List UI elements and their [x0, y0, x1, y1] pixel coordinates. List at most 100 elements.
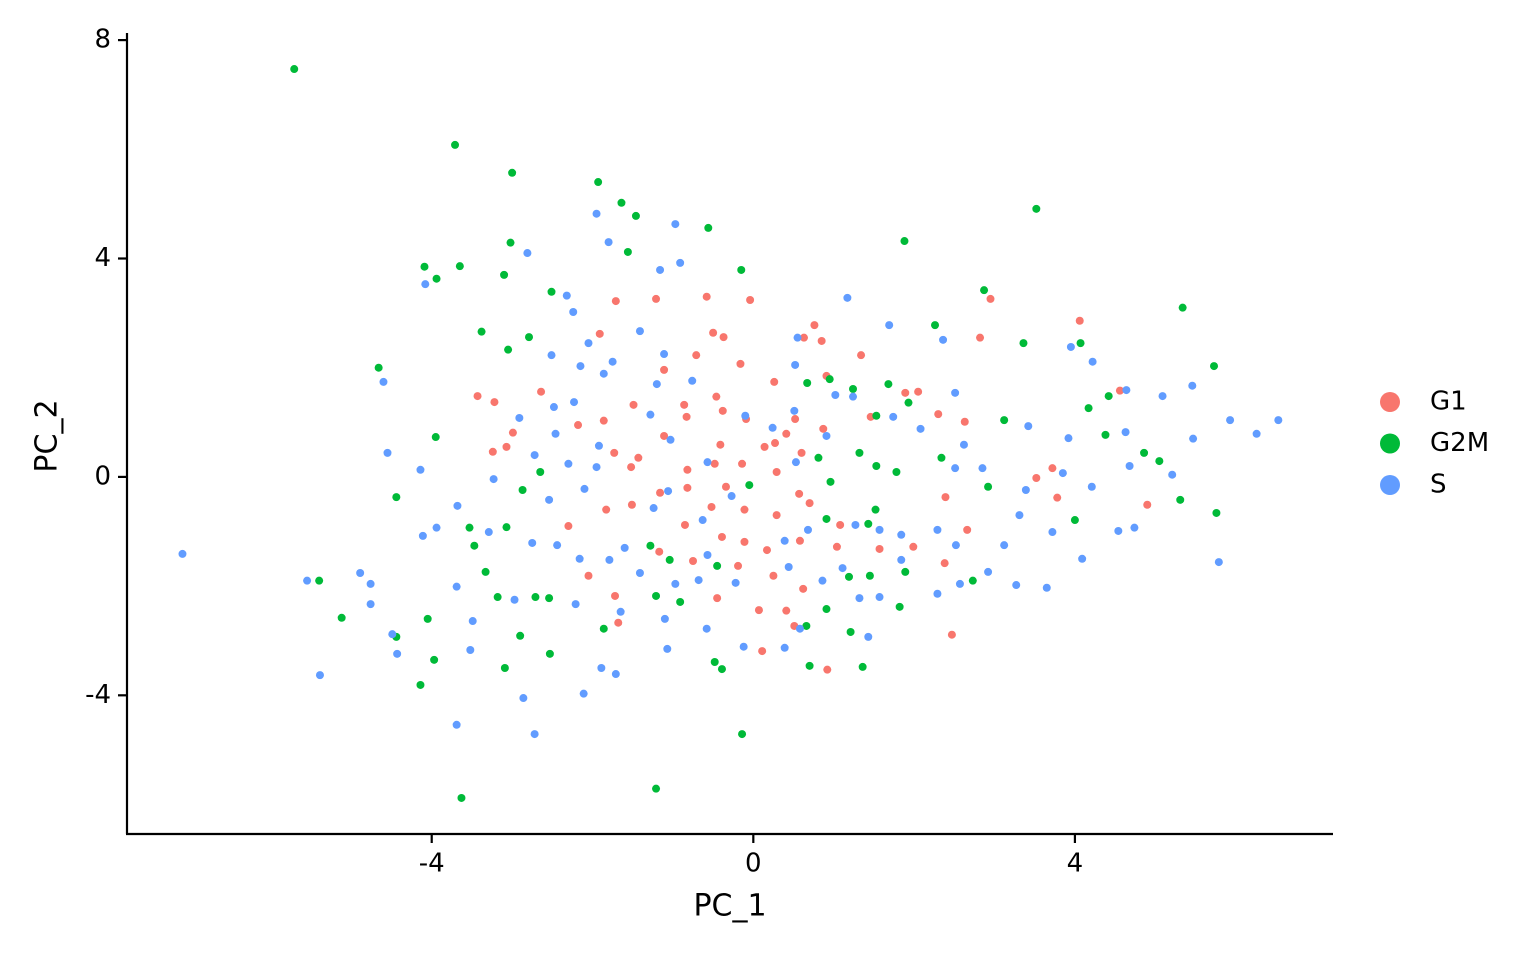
- point: [703, 550, 712, 559]
- point: [1058, 469, 1067, 478]
- point: [416, 465, 425, 474]
- point: [710, 658, 719, 667]
- point: [760, 442, 769, 451]
- point: [865, 571, 874, 580]
- point: [608, 357, 617, 366]
- point: [660, 431, 669, 440]
- point: [688, 376, 697, 385]
- point: [872, 461, 881, 470]
- point: [875, 544, 884, 553]
- point: [831, 391, 840, 400]
- point: [741, 411, 750, 420]
- point: [564, 522, 573, 531]
- point: [1210, 362, 1219, 371]
- point: [337, 613, 346, 622]
- point: [980, 286, 989, 295]
- point: [629, 400, 638, 409]
- point: [432, 274, 441, 283]
- point: [897, 530, 906, 539]
- point: [771, 439, 780, 448]
- point: [707, 502, 716, 511]
- point: [1155, 457, 1164, 466]
- point: [500, 664, 509, 673]
- point: [712, 392, 721, 401]
- point: [604, 238, 613, 247]
- point: [940, 559, 949, 568]
- point: [627, 463, 636, 472]
- point: [418, 531, 427, 540]
- point: [451, 140, 460, 149]
- point: [1024, 422, 1033, 431]
- point: [652, 784, 661, 793]
- point: [844, 572, 853, 581]
- point: [731, 578, 740, 587]
- point: [614, 618, 623, 627]
- point: [782, 429, 791, 438]
- point: [836, 520, 845, 529]
- point: [466, 645, 475, 654]
- point: [951, 541, 960, 550]
- point: [1021, 486, 1030, 495]
- point: [797, 448, 806, 457]
- point: [851, 520, 860, 529]
- point: [909, 542, 918, 551]
- point: [799, 584, 808, 593]
- point: [738, 459, 747, 468]
- point: [623, 247, 632, 256]
- point: [665, 555, 674, 564]
- point: [660, 350, 669, 359]
- point: [547, 287, 556, 296]
- point: [897, 555, 906, 564]
- point: [1214, 558, 1223, 567]
- y-tick-label: -4: [85, 680, 111, 710]
- point: [553, 541, 562, 550]
- point: [652, 591, 661, 600]
- point: [885, 321, 894, 330]
- point: [594, 178, 603, 187]
- point: [576, 362, 585, 371]
- legend-label: G2M: [1430, 428, 1489, 458]
- y-tick-label: 8: [94, 25, 111, 55]
- point: [826, 477, 835, 486]
- point: [652, 380, 661, 389]
- point: [939, 335, 948, 344]
- point: [356, 569, 365, 578]
- point: [1075, 316, 1084, 325]
- point: [702, 624, 711, 633]
- point: [1189, 434, 1198, 443]
- point: [895, 602, 904, 611]
- point: [1048, 528, 1057, 537]
- point: [822, 605, 831, 614]
- point: [504, 345, 513, 354]
- point: [1064, 434, 1073, 443]
- point: [536, 467, 545, 476]
- point: [1012, 581, 1021, 590]
- point: [594, 441, 603, 450]
- point: [620, 543, 629, 552]
- point: [519, 694, 528, 703]
- point: [802, 621, 811, 630]
- point: [379, 377, 388, 386]
- point: [671, 579, 680, 588]
- point: [635, 327, 644, 336]
- point: [799, 333, 808, 342]
- point: [875, 593, 884, 602]
- point: [955, 579, 964, 588]
- point: [1019, 339, 1028, 348]
- point: [1178, 303, 1187, 312]
- point: [825, 375, 834, 384]
- point: [610, 448, 619, 457]
- point: [849, 385, 858, 393]
- point: [832, 542, 841, 551]
- point: [470, 541, 479, 550]
- point: [933, 525, 942, 534]
- point: [1212, 508, 1221, 517]
- point: [290, 65, 299, 74]
- point: [1101, 430, 1110, 439]
- point: [717, 532, 726, 541]
- point: [984, 567, 993, 576]
- point: [611, 670, 620, 679]
- point: [1130, 523, 1139, 532]
- point: [1158, 392, 1167, 401]
